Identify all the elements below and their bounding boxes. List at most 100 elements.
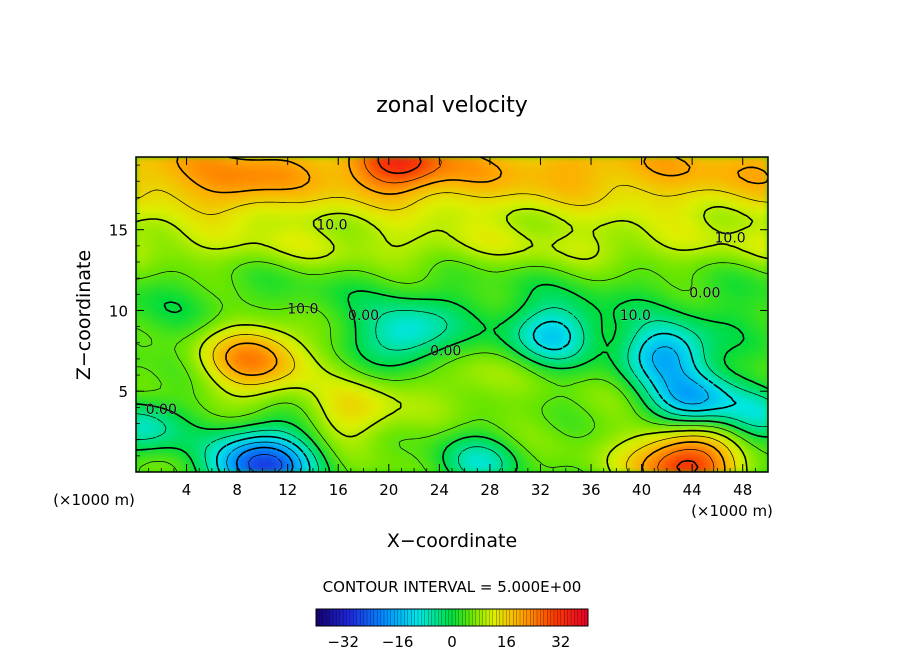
colorbar-cell xyxy=(536,608,541,627)
colorbar-cell xyxy=(564,608,569,627)
contour-level-path xyxy=(136,260,768,472)
colorbar-cell xyxy=(441,608,446,627)
colorbar-cell xyxy=(319,608,324,627)
contour-label: 10.0 xyxy=(316,218,347,234)
colorbar-cell xyxy=(574,608,579,627)
contour-level-path xyxy=(136,205,768,472)
colorbar-cell xyxy=(383,608,388,627)
colorbar-cell xyxy=(570,608,575,627)
colorbar-cell xyxy=(336,608,341,627)
x-tick-label: 28 xyxy=(480,481,499,499)
contour-labels: 10.0 10.0 10.0 10.0 0.00 0.00 0.00 0.00 xyxy=(146,218,746,418)
colorbar-cell xyxy=(530,608,535,627)
colorbar-tick-label: −32 xyxy=(327,633,359,651)
colorbar-cell xyxy=(462,608,467,627)
colorbar-cell xyxy=(431,608,436,627)
colorbar-cell xyxy=(326,608,331,627)
heatmap-field xyxy=(136,157,768,472)
colorbar-cell xyxy=(434,608,439,627)
contour-level-path xyxy=(226,346,709,472)
contour-level-path xyxy=(248,454,283,472)
colorbar-cell xyxy=(499,608,504,627)
colorbar-cell xyxy=(550,608,555,627)
x-tick-label: 32 xyxy=(531,481,550,499)
colorbar-cell xyxy=(414,608,419,627)
colorbar-cell xyxy=(533,608,538,627)
colorbar-cell xyxy=(349,608,354,627)
colorbar-cell xyxy=(353,608,358,627)
contour-lines xyxy=(136,157,768,472)
colorbar-cell xyxy=(557,608,562,627)
colorbar-cell xyxy=(560,608,565,627)
colorbar-cell xyxy=(380,608,385,627)
colorbar-cell xyxy=(424,608,429,627)
colorbar-cell xyxy=(404,608,409,627)
colorbar-tick-label: −16 xyxy=(382,633,414,651)
colorbar-cell xyxy=(332,608,337,627)
colorbar-cell xyxy=(366,608,371,627)
colorbar-tick-label: 0 xyxy=(447,633,457,651)
colorbar-cell xyxy=(421,608,426,627)
contour-level-path xyxy=(176,157,768,472)
y-axis-ticks: 5 10 15 xyxy=(109,164,768,457)
contour-label: 10.0 xyxy=(715,231,746,247)
x-tick-label: 24 xyxy=(430,481,449,499)
colorbar-cell xyxy=(482,608,487,627)
contour-label: 0.00 xyxy=(689,286,720,302)
colorbar-cell xyxy=(394,608,399,627)
contour-label: 0.00 xyxy=(146,402,177,418)
x-unit-label-left: (×1000 m) xyxy=(53,491,135,509)
colorbar-tick-label: 32 xyxy=(551,633,570,651)
colorbar-cell xyxy=(315,608,320,627)
x-tick-label: 12 xyxy=(278,481,297,499)
colorbar: −32 −16 0 16 32 xyxy=(315,608,589,651)
colorbar-cell xyxy=(400,608,405,627)
colorbar-cell xyxy=(489,608,494,627)
colorbar-cell xyxy=(455,608,460,627)
y-axis-label: Z−coordinate xyxy=(73,250,95,380)
colorbar-cell xyxy=(343,608,348,627)
colorbar-cell xyxy=(567,608,572,627)
colorbar-cell xyxy=(577,608,582,627)
contour-label: 0.00 xyxy=(430,344,461,360)
colorbar-cell xyxy=(448,608,453,627)
colorbar-cell xyxy=(526,608,531,627)
contour-level-path xyxy=(363,157,715,472)
colorbar-cell xyxy=(496,608,501,627)
x-tick-label: 36 xyxy=(581,481,600,499)
colorbar-cell xyxy=(547,608,552,627)
x-tick-label: 16 xyxy=(329,481,348,499)
y-tick-label: 15 xyxy=(109,222,128,240)
x-tick-label: 44 xyxy=(683,481,702,499)
colorbar-cell xyxy=(492,608,497,627)
colorbar-cell xyxy=(472,608,477,627)
contour-label: 10.0 xyxy=(287,302,318,318)
colorbar-cell xyxy=(485,608,490,627)
colorbar-cell xyxy=(516,608,521,627)
colorbar-cell xyxy=(407,608,412,627)
colorbar-cell xyxy=(506,608,511,627)
colorbar-cell xyxy=(370,608,375,627)
contour-level-path xyxy=(216,320,737,472)
colorbar-cell xyxy=(451,608,456,627)
colorbar-cell xyxy=(428,608,433,627)
colorbar-cell xyxy=(475,608,480,627)
colorbar-cell xyxy=(468,608,473,627)
colorbar-cell xyxy=(387,608,392,627)
x-tick-label: 40 xyxy=(632,481,651,499)
colorbar-cell xyxy=(417,608,422,627)
colorbar-cell xyxy=(502,608,507,627)
colorbar-cell xyxy=(360,608,365,627)
colorbar-cell xyxy=(540,608,545,627)
colorbar-cell xyxy=(363,608,368,627)
chart-title: zonal velocity xyxy=(376,93,528,118)
colorbar-cell xyxy=(513,608,518,627)
colorbar-cell xyxy=(479,608,484,627)
colorbar-cell xyxy=(509,608,514,627)
colorbar-cell xyxy=(339,608,344,627)
plot-area: 10.010.010.0 10.00.000.000.000.00 4 8 12 16 2… xyxy=(109,156,769,499)
colorbar-cell xyxy=(377,608,382,627)
colorbar-cell xyxy=(458,608,463,627)
x-tick-label: 4 xyxy=(182,481,192,499)
